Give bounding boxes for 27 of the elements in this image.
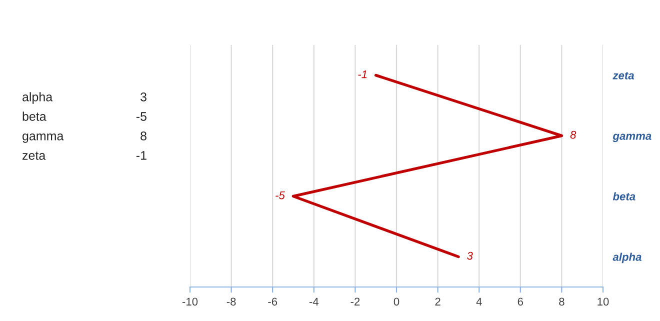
data-label: 3	[467, 252, 473, 260]
x-tick-label: 8	[559, 298, 564, 306]
y-tick-label: gamma	[612, 134, 652, 142]
x-tick-label: -6	[268, 298, 278, 306]
x-tick-label: 4	[476, 298, 482, 306]
y-tick-label: alpha	[612, 252, 642, 264]
text: beta	[22, 112, 46, 121]
text: 3	[140, 92, 146, 102]
y-tick-label: beta	[612, 192, 636, 200]
x-tick-label: 2	[435, 298, 440, 306]
text: zeta	[22, 152, 46, 160]
text: gamma	[22, 134, 64, 143]
x-tick-label: 0	[394, 298, 400, 306]
x-tick-label: -10	[182, 298, 198, 306]
x-tick-label: -8	[226, 298, 236, 306]
text: -1	[136, 151, 146, 160]
x-tick-label: -4	[309, 298, 319, 306]
y-tick-label: zeta	[612, 72, 634, 80]
data-label: -1	[358, 70, 367, 78]
x-tick-label: 6	[518, 298, 523, 306]
text: -5	[136, 112, 146, 121]
text: 8	[140, 132, 146, 140]
x-tick-label: -2	[350, 298, 360, 306]
data-label: -5	[276, 191, 285, 200]
data-label: 8	[570, 130, 576, 139]
x-tick-label: 10	[598, 298, 609, 306]
text: alpha	[22, 92, 53, 104]
